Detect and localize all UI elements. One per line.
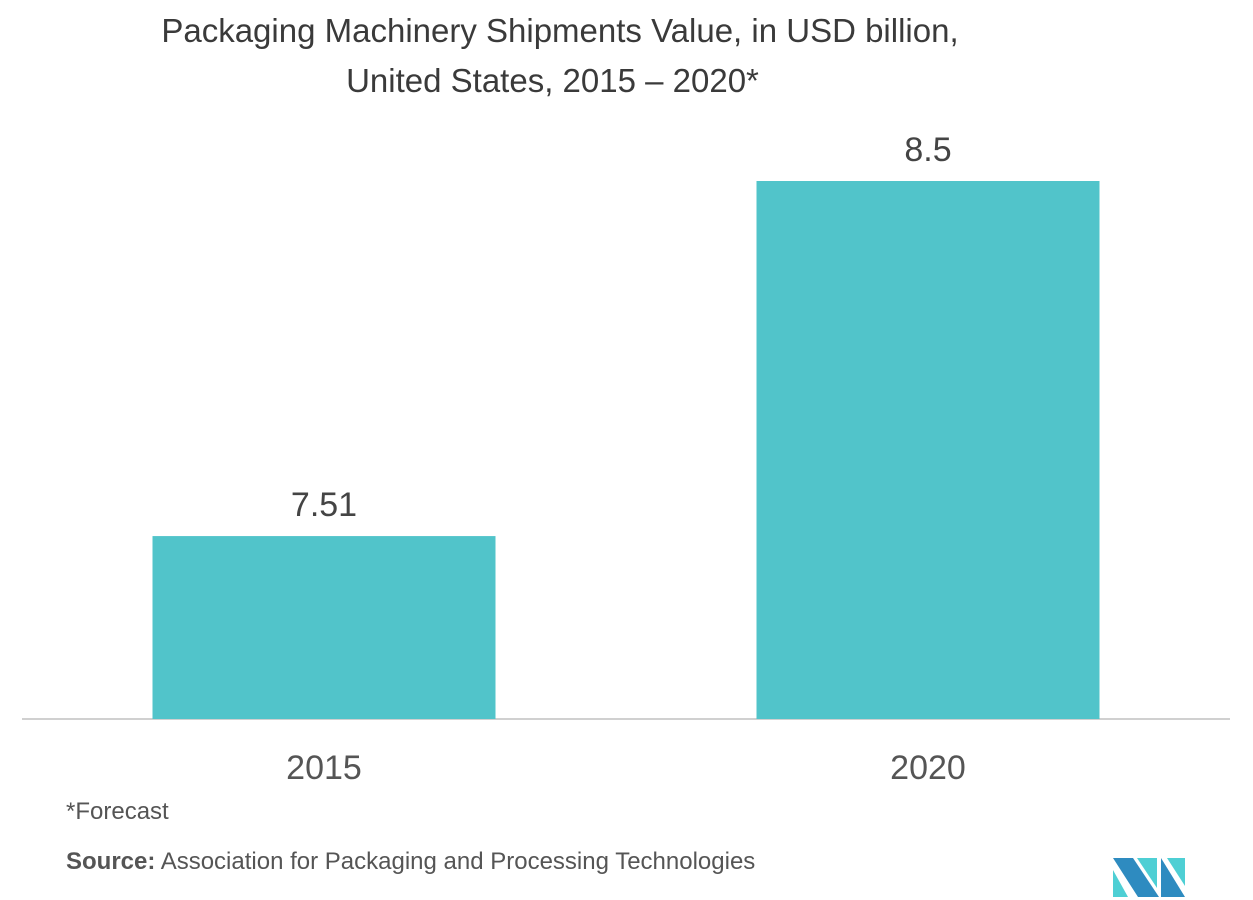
footnote: *Forecast [66, 798, 169, 825]
x-tick-label: 2020 [890, 749, 966, 787]
source-line: Source: Association for Packaging and Pr… [66, 848, 755, 876]
logo-icon [1113, 858, 1185, 897]
chart-title: Packaging Machinery Shipments Value, in … [161, 12, 959, 49]
bar-2020 [756, 181, 1100, 719]
data-label: 7.51 [291, 486, 357, 524]
x-tick-label: 2015 [286, 749, 362, 787]
source-label: Source: [66, 848, 156, 875]
bar-2015 [152, 536, 496, 719]
source-text: Association for Packaging and Processing… [155, 848, 756, 875]
data-label: 8.5 [904, 131, 951, 169]
chart-subtitle: United States, 2015 – 2020* [346, 62, 759, 99]
bar-chart: 7.51 2015 8.5 2020 [22, 131, 1230, 787]
